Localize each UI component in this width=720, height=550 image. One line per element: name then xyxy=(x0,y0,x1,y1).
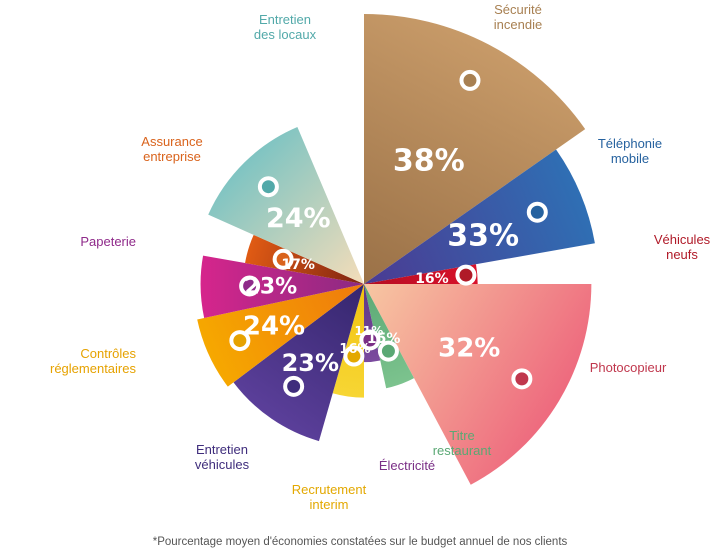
slice-titre-restaurant xyxy=(364,284,415,389)
category-label-entretien-vehicules: Entretien véhicules xyxy=(195,442,250,472)
value-label-photocopieur: 32% xyxy=(438,334,500,364)
slice-photocopieur xyxy=(364,284,592,485)
category-label-entretien-des-locaux: Entretien des locaux xyxy=(254,12,317,42)
marker-entretien-vehicules xyxy=(283,375,305,397)
slice-recrutement-interim xyxy=(332,284,364,398)
slice-vehicules-neufs xyxy=(364,264,478,284)
slice-entretien-vehicules xyxy=(233,284,364,442)
slice-entretien-des-locaux xyxy=(208,127,364,284)
slice-securite-incendie xyxy=(364,14,586,284)
value-label-vehicules-neufs: 16% xyxy=(415,271,449,287)
marker-controles-reglementaires xyxy=(229,330,251,352)
value-label-assurance-entreprise: 17% xyxy=(281,257,315,273)
category-label-assurance-entreprise: Assurance entreprise xyxy=(141,134,202,164)
category-label-vehicules-neufs: Véhicules neufs xyxy=(654,232,711,262)
marker-securite-incendie xyxy=(459,69,481,91)
value-label-papeterie: 23% xyxy=(245,275,298,300)
category-label-papeterie: Papeterie xyxy=(80,234,136,249)
slice-markers xyxy=(229,69,548,397)
marker-vehicules-neufs xyxy=(455,264,477,286)
category-label-electricite: Électricité xyxy=(379,458,435,473)
category-label-photocopieur: Photocopieur xyxy=(590,360,667,375)
value-label-telephonie-mobile: 33% xyxy=(447,218,519,253)
marker-entretien-des-locaux xyxy=(257,176,279,198)
category-labels: Sécurité incendie Téléphonie mobile Véhicule… xyxy=(50,2,711,512)
category-label-titre-restaurant: Titre restaurant xyxy=(433,428,492,458)
marker-photocopieur xyxy=(511,368,533,390)
slice-controles-reglementaires xyxy=(197,284,364,387)
value-label-electricite: 11% xyxy=(355,324,384,338)
category-label-recrutement-interim: Recrutement interim xyxy=(292,482,367,512)
value-label-recrutement-interim: 16% xyxy=(339,342,370,357)
value-label-titre-restaurant: 15% xyxy=(367,331,401,347)
footnote: *Pourcentage moyen d'économies constatée… xyxy=(152,536,568,548)
marker-papeterie xyxy=(239,275,261,297)
marker-recrutement-interim xyxy=(343,345,365,367)
pie-slices xyxy=(197,14,595,485)
value-label-securite-incendie: 38% xyxy=(393,143,465,178)
value-label-entretien-des-locaux: 24% xyxy=(266,203,331,234)
marker-assurance-entreprise xyxy=(272,248,294,270)
value-labels: 38%33%16%32%15%11%16%23%24%23%17%24% xyxy=(243,143,519,376)
slice-telephonie-mobile xyxy=(364,149,595,284)
slice-assurance-entreprise xyxy=(245,234,364,284)
slice-papeterie xyxy=(200,255,364,318)
marker-titre-restaurant xyxy=(377,340,399,362)
category-label-securite-incendie: Sécurité incendie xyxy=(494,2,542,32)
marker-telephonie-mobile xyxy=(526,201,548,223)
category-label-telephonie-mobile: Téléphonie mobile xyxy=(598,136,662,166)
value-label-entretien-vehicules: 23% xyxy=(282,349,339,377)
category-label-controles-reglementaires: Contrôles réglementaires xyxy=(50,346,136,376)
value-label-controles-reglementaires: 24% xyxy=(243,311,305,341)
marker-electricite xyxy=(359,329,381,351)
